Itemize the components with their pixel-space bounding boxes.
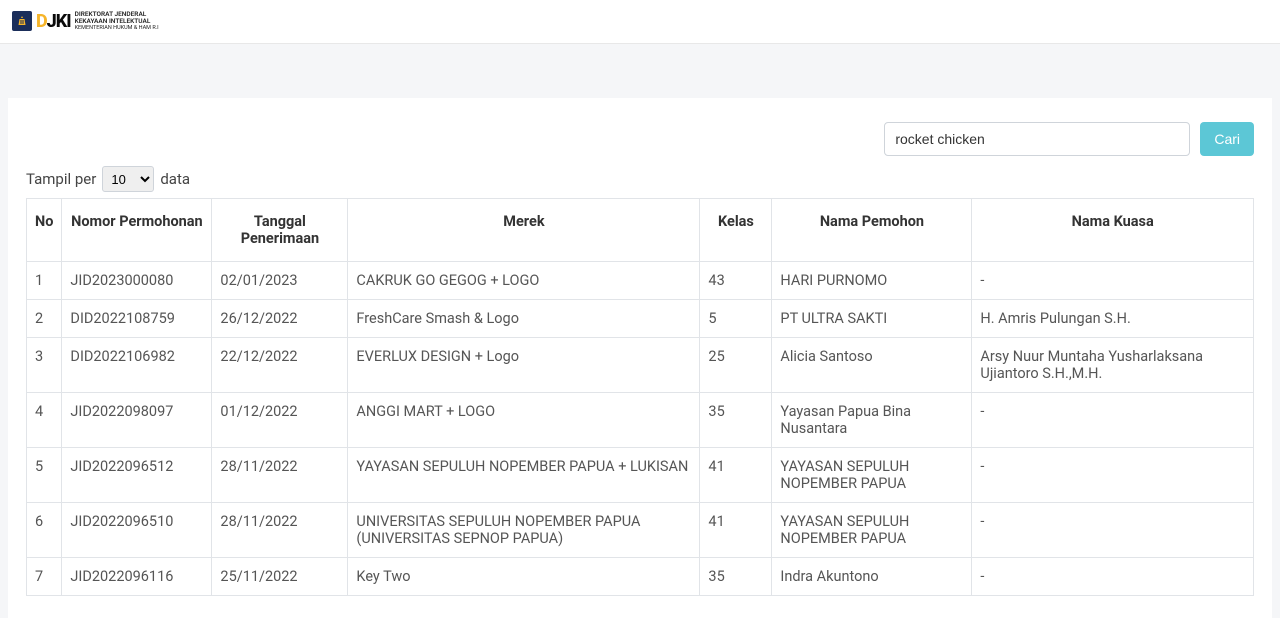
- content-card: Cari Tampil per 102550100 data NoNomor P…: [8, 98, 1272, 618]
- table-cell: Key Two: [348, 558, 700, 596]
- table-header-row: NoNomor PermohonanTanggal PenerimaanMere…: [27, 199, 1254, 262]
- table-row[interactable]: 6JID202209651028/11/2022UNIVERSITAS SEPU…: [27, 503, 1254, 558]
- search-row: Cari: [26, 122, 1254, 156]
- table-cell: JID2022096116: [62, 558, 212, 596]
- table-row[interactable]: 5JID202209651228/11/2022YAYASAN SEPULUH …: [27, 448, 1254, 503]
- table-cell: -: [972, 448, 1254, 503]
- table-cell: 43: [700, 262, 772, 300]
- table-cell: -: [972, 503, 1254, 558]
- column-header[interactable]: Nama Kuasa: [972, 199, 1254, 262]
- table-cell: -: [972, 558, 1254, 596]
- table-cell: ANGGI MART + LOGO: [348, 393, 700, 448]
- table-cell: YAYASAN SEPULUH NOPEMBER PAPUA + LUKISAN: [348, 448, 700, 503]
- table-cell: 5: [27, 448, 62, 503]
- table-cell: 02/01/2023: [212, 262, 348, 300]
- table-cell: EVERLUX DESIGN + Logo: [348, 338, 700, 393]
- search-input[interactable]: [884, 122, 1190, 156]
- table-cell: H. Amris Pulungan S.H.: [972, 300, 1254, 338]
- table-cell: 7: [27, 558, 62, 596]
- table-cell: 01/12/2022: [212, 393, 348, 448]
- table-cell: HARI PURNOMO: [772, 262, 972, 300]
- column-header[interactable]: Nama Pemohon: [772, 199, 972, 262]
- table-cell: 3: [27, 338, 62, 393]
- table-cell: Arsy Nuur Muntaha Yusharlaksana Ujiantor…: [972, 338, 1254, 393]
- column-header[interactable]: Tanggal Penerimaan: [212, 199, 348, 262]
- table-cell: YAYASAN SEPULUH NOPEMBER PAPUA: [772, 448, 972, 503]
- table-cell: JID2022096510: [62, 503, 212, 558]
- length-suffix: data: [160, 170, 190, 188]
- table-cell: 28/11/2022: [212, 503, 348, 558]
- table-cell: JID2023000080: [62, 262, 212, 300]
- search-button[interactable]: Cari: [1200, 122, 1254, 156]
- table-cell: 1: [27, 262, 62, 300]
- table-cell: 5: [700, 300, 772, 338]
- table-cell: 26/12/2022: [212, 300, 348, 338]
- column-header[interactable]: No: [27, 199, 62, 262]
- table-cell: JID2022096512: [62, 448, 212, 503]
- table-cell: 41: [700, 448, 772, 503]
- table-cell: 22/12/2022: [212, 338, 348, 393]
- table-cell: -: [972, 393, 1254, 448]
- table-cell: PT ULTRA SAKTI: [772, 300, 972, 338]
- table-row[interactable]: 1JID202300008002/01/2023CAKRUK GO GEGOG …: [27, 262, 1254, 300]
- table-cell: -: [972, 262, 1254, 300]
- top-bar: DJKI DIREKTORAT JENDERAL KEKAYAAN INTELE…: [0, 0, 1280, 44]
- table-row[interactable]: 3DID202210698222/12/2022EVERLUX DESIGN +…: [27, 338, 1254, 393]
- column-header[interactable]: Nomor Permohonan: [62, 199, 212, 262]
- table-cell: 25: [700, 338, 772, 393]
- table-cell: Yayasan Papua Bina Nusantara: [772, 393, 972, 448]
- table-cell: Indra Akuntono: [772, 558, 972, 596]
- page-length-select[interactable]: 102550100: [102, 166, 154, 192]
- table-cell: FreshCare Smash & Logo: [348, 300, 700, 338]
- table-row[interactable]: 2DID202210875926/12/2022FreshCare Smash …: [27, 300, 1254, 338]
- table-cell: DID2022108759: [62, 300, 212, 338]
- table-cell: CAKRUK GO GEGOG + LOGO: [348, 262, 700, 300]
- table-row[interactable]: 4JID202209809701/12/2022ANGGI MART + LOG…: [27, 393, 1254, 448]
- table-cell: Alicia Santoso: [772, 338, 972, 393]
- results-table: NoNomor PermohonanTanggal PenerimaanMere…: [26, 198, 1254, 596]
- table-cell: 41: [700, 503, 772, 558]
- logo-text-dji: DJKI: [36, 11, 71, 32]
- logo-org-text: DIREKTORAT JENDERAL KEKAYAAN INTELEKTUAL…: [75, 11, 159, 32]
- table-cell: UNIVERSITAS SEPULUH NOPEMBER PAPUA (UNIV…: [348, 503, 700, 558]
- table-cell: 2: [27, 300, 62, 338]
- table-row[interactable]: 7JID202209611625/11/2022Key Two35Indra A…: [27, 558, 1254, 596]
- table-cell: 25/11/2022: [212, 558, 348, 596]
- table-cell: DID2022106982: [62, 338, 212, 393]
- column-header[interactable]: Merek: [348, 199, 700, 262]
- table-cell: YAYASAN SEPULUH NOPEMBER PAPUA: [772, 503, 972, 558]
- table-cell: 6: [27, 503, 62, 558]
- page-length-control: Tampil per 102550100 data: [26, 166, 1254, 192]
- emblem-icon: [12, 11, 32, 31]
- table-cell: 35: [700, 393, 772, 448]
- length-prefix: Tampil per: [26, 170, 96, 188]
- table-cell: JID2022098097: [62, 393, 212, 448]
- column-header[interactable]: Kelas: [700, 199, 772, 262]
- table-cell: 35: [700, 558, 772, 596]
- logo[interactable]: DJKI DIREKTORAT JENDERAL KEKAYAAN INTELE…: [12, 11, 159, 32]
- table-cell: 28/11/2022: [212, 448, 348, 503]
- table-cell: 4: [27, 393, 62, 448]
